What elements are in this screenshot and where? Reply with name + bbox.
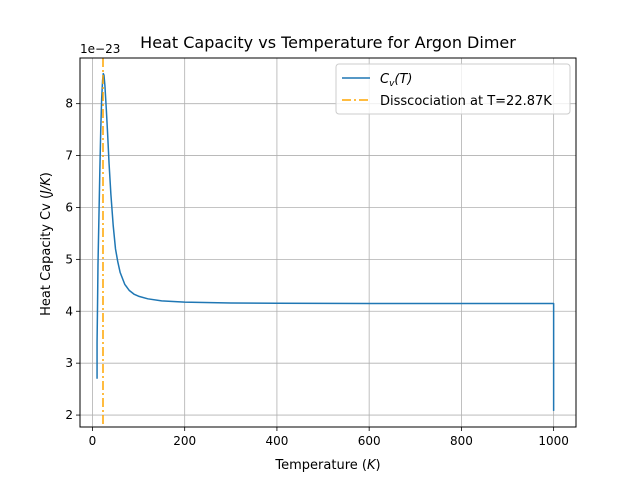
y-tick-label: 3	[65, 356, 73, 370]
x-axis-label: Temperature (K)	[274, 458, 380, 473]
x-axis-label-text: Temperature (	[274, 458, 367, 473]
x-tick-label: 0	[89, 434, 97, 448]
cv-curve	[96, 72, 555, 411]
y-tick-label: 7	[65, 149, 73, 163]
x-axis-label-suffix: )	[376, 458, 381, 473]
y-tick-label: 6	[65, 200, 73, 214]
y-axis-offset-text: 1e−23	[80, 42, 120, 56]
axis-ticks: 0 200 400 600 800 1000 2 3 4 5 6 7 8	[65, 97, 569, 448]
y-tick-label: 4	[65, 304, 73, 318]
y-axis-label-text: Heat Capacity Cv (	[39, 194, 54, 316]
legend: Cv(T) Disscociation at T=22.87K	[335, 63, 571, 115]
plot-data	[96, 58, 555, 427]
x-tick-label: 800	[450, 434, 473, 448]
legend-cv-main: C	[380, 72, 390, 87]
y-axis-label-unit: J/K	[39, 176, 54, 197]
y-axis-label-suffix: )	[39, 172, 54, 177]
x-tick-label: 400	[265, 434, 288, 448]
legend-box	[335, 63, 571, 115]
legend-label-cv: Cv(T)	[380, 72, 413, 89]
x-tick-label: 1000	[538, 434, 569, 448]
x-tick-label: 600	[358, 434, 381, 448]
y-tick-label: 5	[65, 252, 73, 266]
y-tick-label: 2	[65, 408, 73, 422]
y-tick-label: 8	[65, 97, 73, 111]
legend-cv-subscript: v	[389, 79, 395, 89]
x-tick-label: 200	[173, 434, 196, 448]
legend-cv-rest: (T)	[394, 72, 412, 87]
y-axis-label: Heat Capacity Cv (J/K)	[39, 172, 54, 316]
legend-label-dissociation: Disscociation at T=22.87K	[380, 94, 552, 109]
chart-title: Heat Capacity vs Temperature for Argon D…	[140, 33, 516, 52]
plot-frame	[79, 57, 577, 428]
x-axis-label-unit: K	[367, 458, 377, 473]
